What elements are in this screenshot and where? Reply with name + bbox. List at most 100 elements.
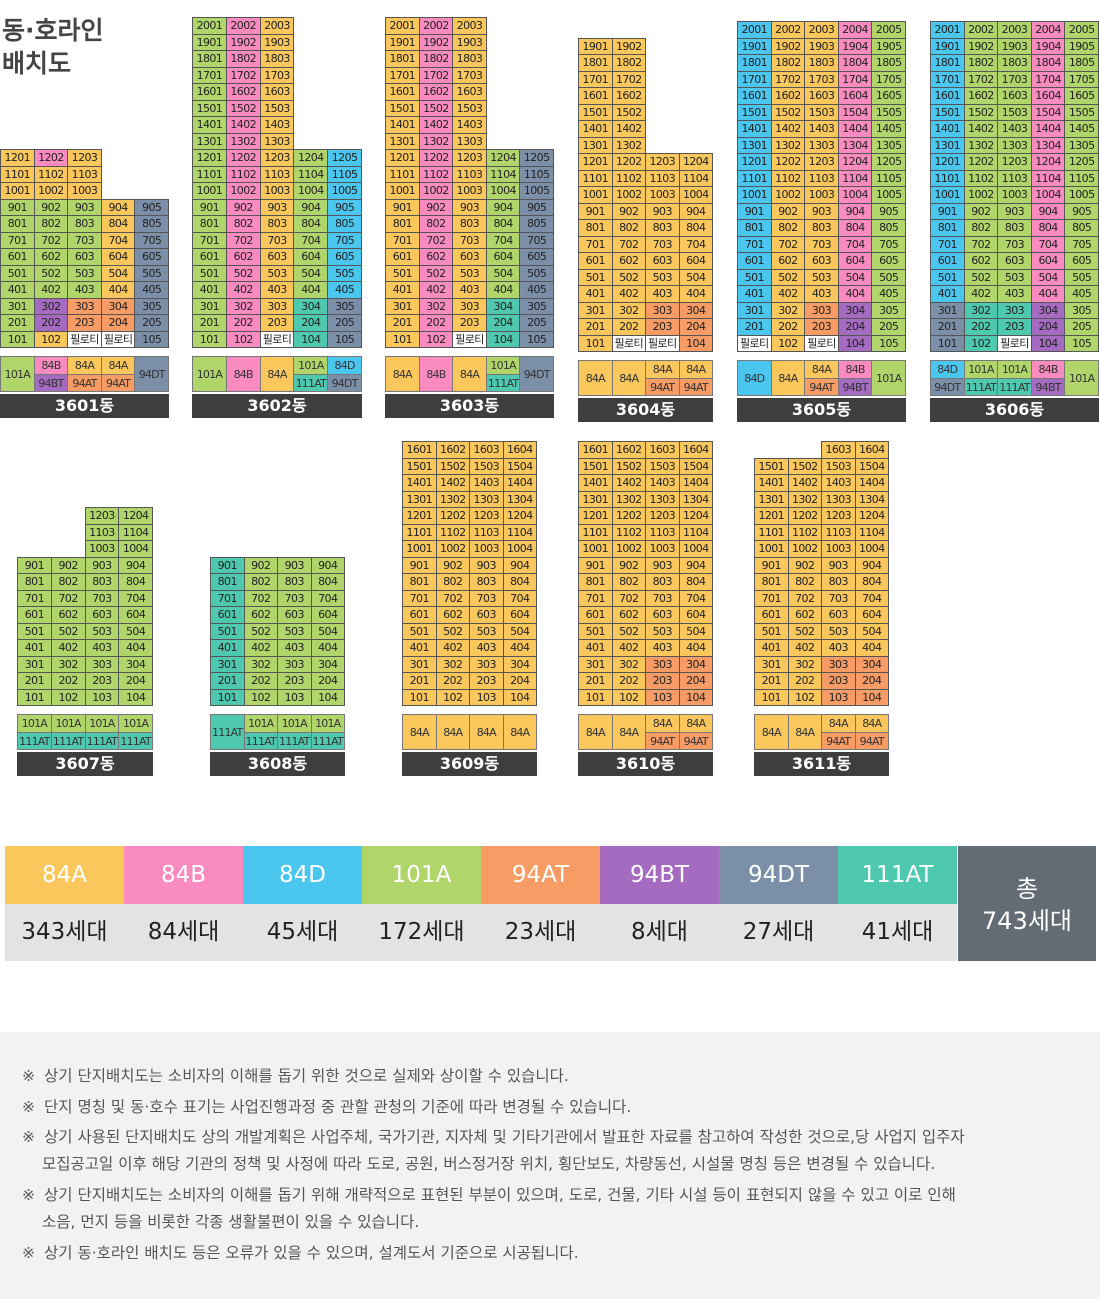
unit-cell: 703	[645, 235, 680, 253]
unit-cell: 1902	[963, 37, 999, 55]
unit-cell: 1002	[611, 186, 646, 204]
unit-cell: 1205	[1064, 153, 1099, 171]
building-3611: 1603 1604 1501 1502 1503 1504 1401 1402 1403 1404…	[754, 441, 889, 776]
unit-cell: 1602	[770, 87, 806, 105]
unit-cell: 302	[243, 655, 278, 673]
unit-cell: 1104	[854, 523, 889, 541]
note-marker: ※	[22, 1067, 35, 1085]
unit-cell: 1201	[192, 149, 227, 167]
unit-cell: 402	[787, 639, 822, 657]
unit-cell: 204	[502, 672, 537, 690]
unit-cell: 1505	[1064, 103, 1099, 121]
unit-cell: 1805	[871, 54, 906, 72]
unit-cell: 805	[1064, 219, 1099, 237]
unit-cell: 303	[259, 297, 295, 315]
unit-cell: 1702	[611, 70, 646, 88]
unit-cell: 704	[837, 235, 873, 253]
type-cell: 84B	[418, 356, 454, 392]
unit-cell: 필로티	[259, 330, 295, 348]
unit-cell: 1401	[737, 120, 772, 138]
unit-cell: 203	[84, 672, 120, 690]
unit-cell: 1701	[930, 70, 965, 88]
unit-cell: 204	[854, 672, 889, 690]
unit-cell: 801	[930, 219, 965, 237]
unit-cell: 704	[1030, 235, 1066, 253]
legend-col-101a: 101A 172세대	[362, 846, 481, 961]
unit-cell: 303	[645, 655, 680, 673]
unit-cell: 203	[645, 318, 680, 336]
unit-cell: 501	[578, 268, 613, 286]
unit-cell: 101	[385, 330, 420, 348]
unit-cell: 501	[402, 622, 437, 640]
unit-cell: 302	[770, 301, 806, 319]
building-3606: 2001 2002 2003 2004 2005 1901 1902 1903 1904 1905…	[930, 21, 1099, 422]
unit-cell: 1202	[33, 149, 69, 167]
unit-cell: 702	[963, 235, 999, 253]
unit-cell: 1102	[435, 523, 470, 541]
unit-cell: 105	[871, 334, 906, 352]
unit-cell: 102	[33, 330, 69, 348]
unit-cell: 501	[192, 264, 227, 282]
unit-cell: 804	[100, 215, 136, 233]
unit-cell: 1602	[435, 441, 470, 459]
unit-cell: 1802	[225, 50, 261, 68]
unit-cell: 701	[930, 235, 965, 253]
legend-count: 23세대	[481, 904, 600, 961]
unit-cell: 102	[770, 334, 806, 352]
unit-cell: 1602	[225, 83, 261, 101]
unit-cell: 1602	[611, 87, 646, 105]
unit-cell: 903	[67, 198, 102, 216]
unit-cell: 403	[645, 639, 680, 657]
unit-cell: 1204	[1030, 153, 1066, 171]
unit-cell: 1001	[578, 540, 613, 558]
unit-cell: 1302	[418, 132, 454, 150]
unit-cell: 504	[310, 622, 345, 640]
legend-count: 45세대	[243, 904, 362, 961]
unit-cell: 701	[192, 231, 227, 249]
unit-cell: 1105	[327, 165, 362, 183]
note-text: 상기 단지배치도는 소비자의 이해를 돕기 위한 것으로 실제와 상이할 수 있…	[44, 1067, 569, 1085]
legend-col-111at: 111AT 41세대	[838, 846, 957, 961]
unit-cell: 1002	[770, 186, 806, 204]
building-label: 3609동	[402, 752, 537, 776]
type-cell-top: 84A	[821, 714, 856, 733]
legend-col-84a: 84A 343세대	[5, 846, 124, 961]
unit-cell: 405	[871, 285, 906, 303]
unit-cell: 1203	[452, 149, 487, 167]
unit-cell: 103	[469, 688, 504, 706]
unit-cell: 103	[84, 688, 120, 706]
unit-cell: 1203	[84, 507, 120, 525]
unit-cell: 1402	[225, 116, 261, 134]
unit-cell: 404	[310, 639, 345, 657]
unit-cell: 803	[645, 219, 680, 237]
unit-cell: 1504	[1030, 103, 1066, 121]
unit-cell: 504	[293, 264, 329, 282]
type-cell-top: 101A	[277, 714, 312, 733]
unit-cell: 801	[754, 573, 789, 591]
unit-cell: 104	[118, 688, 153, 706]
unit-cell: 803	[997, 219, 1032, 237]
unit-cell: 803	[821, 573, 856, 591]
building-3609: 1601 1602 1603 1604 1501 1502 1503 1504 1401 1402…	[402, 441, 537, 776]
unit-cell: 1101	[578, 169, 613, 187]
unit-cell: 1901	[737, 37, 772, 55]
unit-cell: 1403	[997, 120, 1032, 138]
unit-cell: 1401	[192, 116, 227, 134]
unit-cell: 201	[578, 672, 613, 690]
unit-cell: 902	[770, 202, 806, 220]
unit-cell: 502	[963, 268, 999, 286]
unit-cell: 601	[17, 606, 52, 624]
unit-cell: 702	[225, 231, 261, 249]
unit-cell: 202	[611, 672, 646, 690]
unit-cell: 604	[502, 606, 537, 624]
unit-cell: 1404	[502, 474, 537, 492]
unit-cell: 필로티	[67, 330, 102, 348]
unit-cell: 304	[485, 297, 521, 315]
unit-cell: 1702	[770, 70, 806, 88]
unit-cell: 901	[754, 556, 789, 574]
type-cell-bottom: 111AT	[310, 732, 345, 750]
unit-cell: 1101	[754, 523, 789, 541]
unit-cell: 301	[210, 655, 245, 673]
unit-cell: 1503	[469, 457, 504, 475]
unit-cell: 1202	[418, 149, 454, 167]
